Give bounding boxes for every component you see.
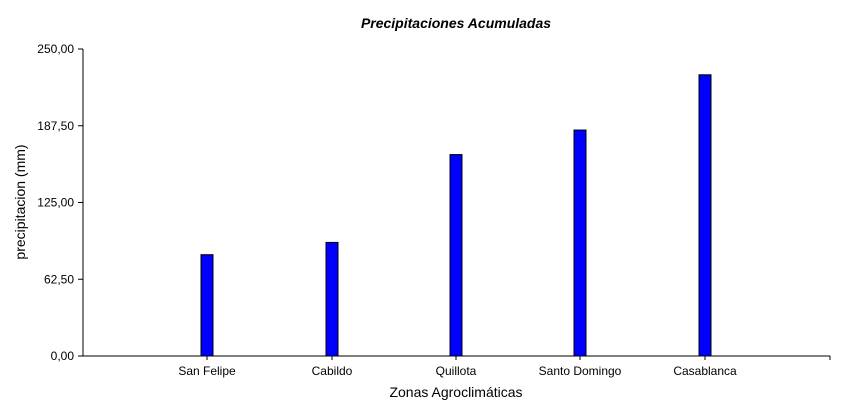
- chart-title: Precipitaciones Acumuladas: [361, 15, 551, 31]
- bars-group: [200, 74, 712, 357]
- y-tick-label: 187,50: [37, 119, 74, 133]
- bar: [325, 241, 339, 357]
- x-tick-label: San Felipe: [178, 364, 236, 378]
- x-tick-label: Casablanca: [673, 364, 737, 378]
- y-tick-label: 62,50: [44, 272, 74, 286]
- bar: [449, 154, 463, 357]
- bar: [573, 129, 587, 357]
- y-tick-label: 125,00: [37, 196, 74, 210]
- y-ticks-group: 0,00 62,50 125,00 187,50 250,00: [37, 42, 83, 363]
- x-tick-label: Quillota: [436, 364, 477, 378]
- x-tick-label: Cabildo: [312, 364, 353, 378]
- bar: [200, 254, 214, 357]
- bar: [698, 74, 712, 357]
- x-ticks-group: San Felipe Cabildo Quillota Santo Domingo Ca…: [178, 356, 737, 378]
- y-axis-label: precipitacion (mm): [12, 144, 28, 259]
- x-tick-label: Santo Domingo: [539, 364, 622, 378]
- x-axis-label: Zonas Agroclimáticas: [389, 384, 522, 400]
- y-tick-label: 0,00: [51, 349, 75, 363]
- y-tick-label: 250,00: [37, 42, 74, 56]
